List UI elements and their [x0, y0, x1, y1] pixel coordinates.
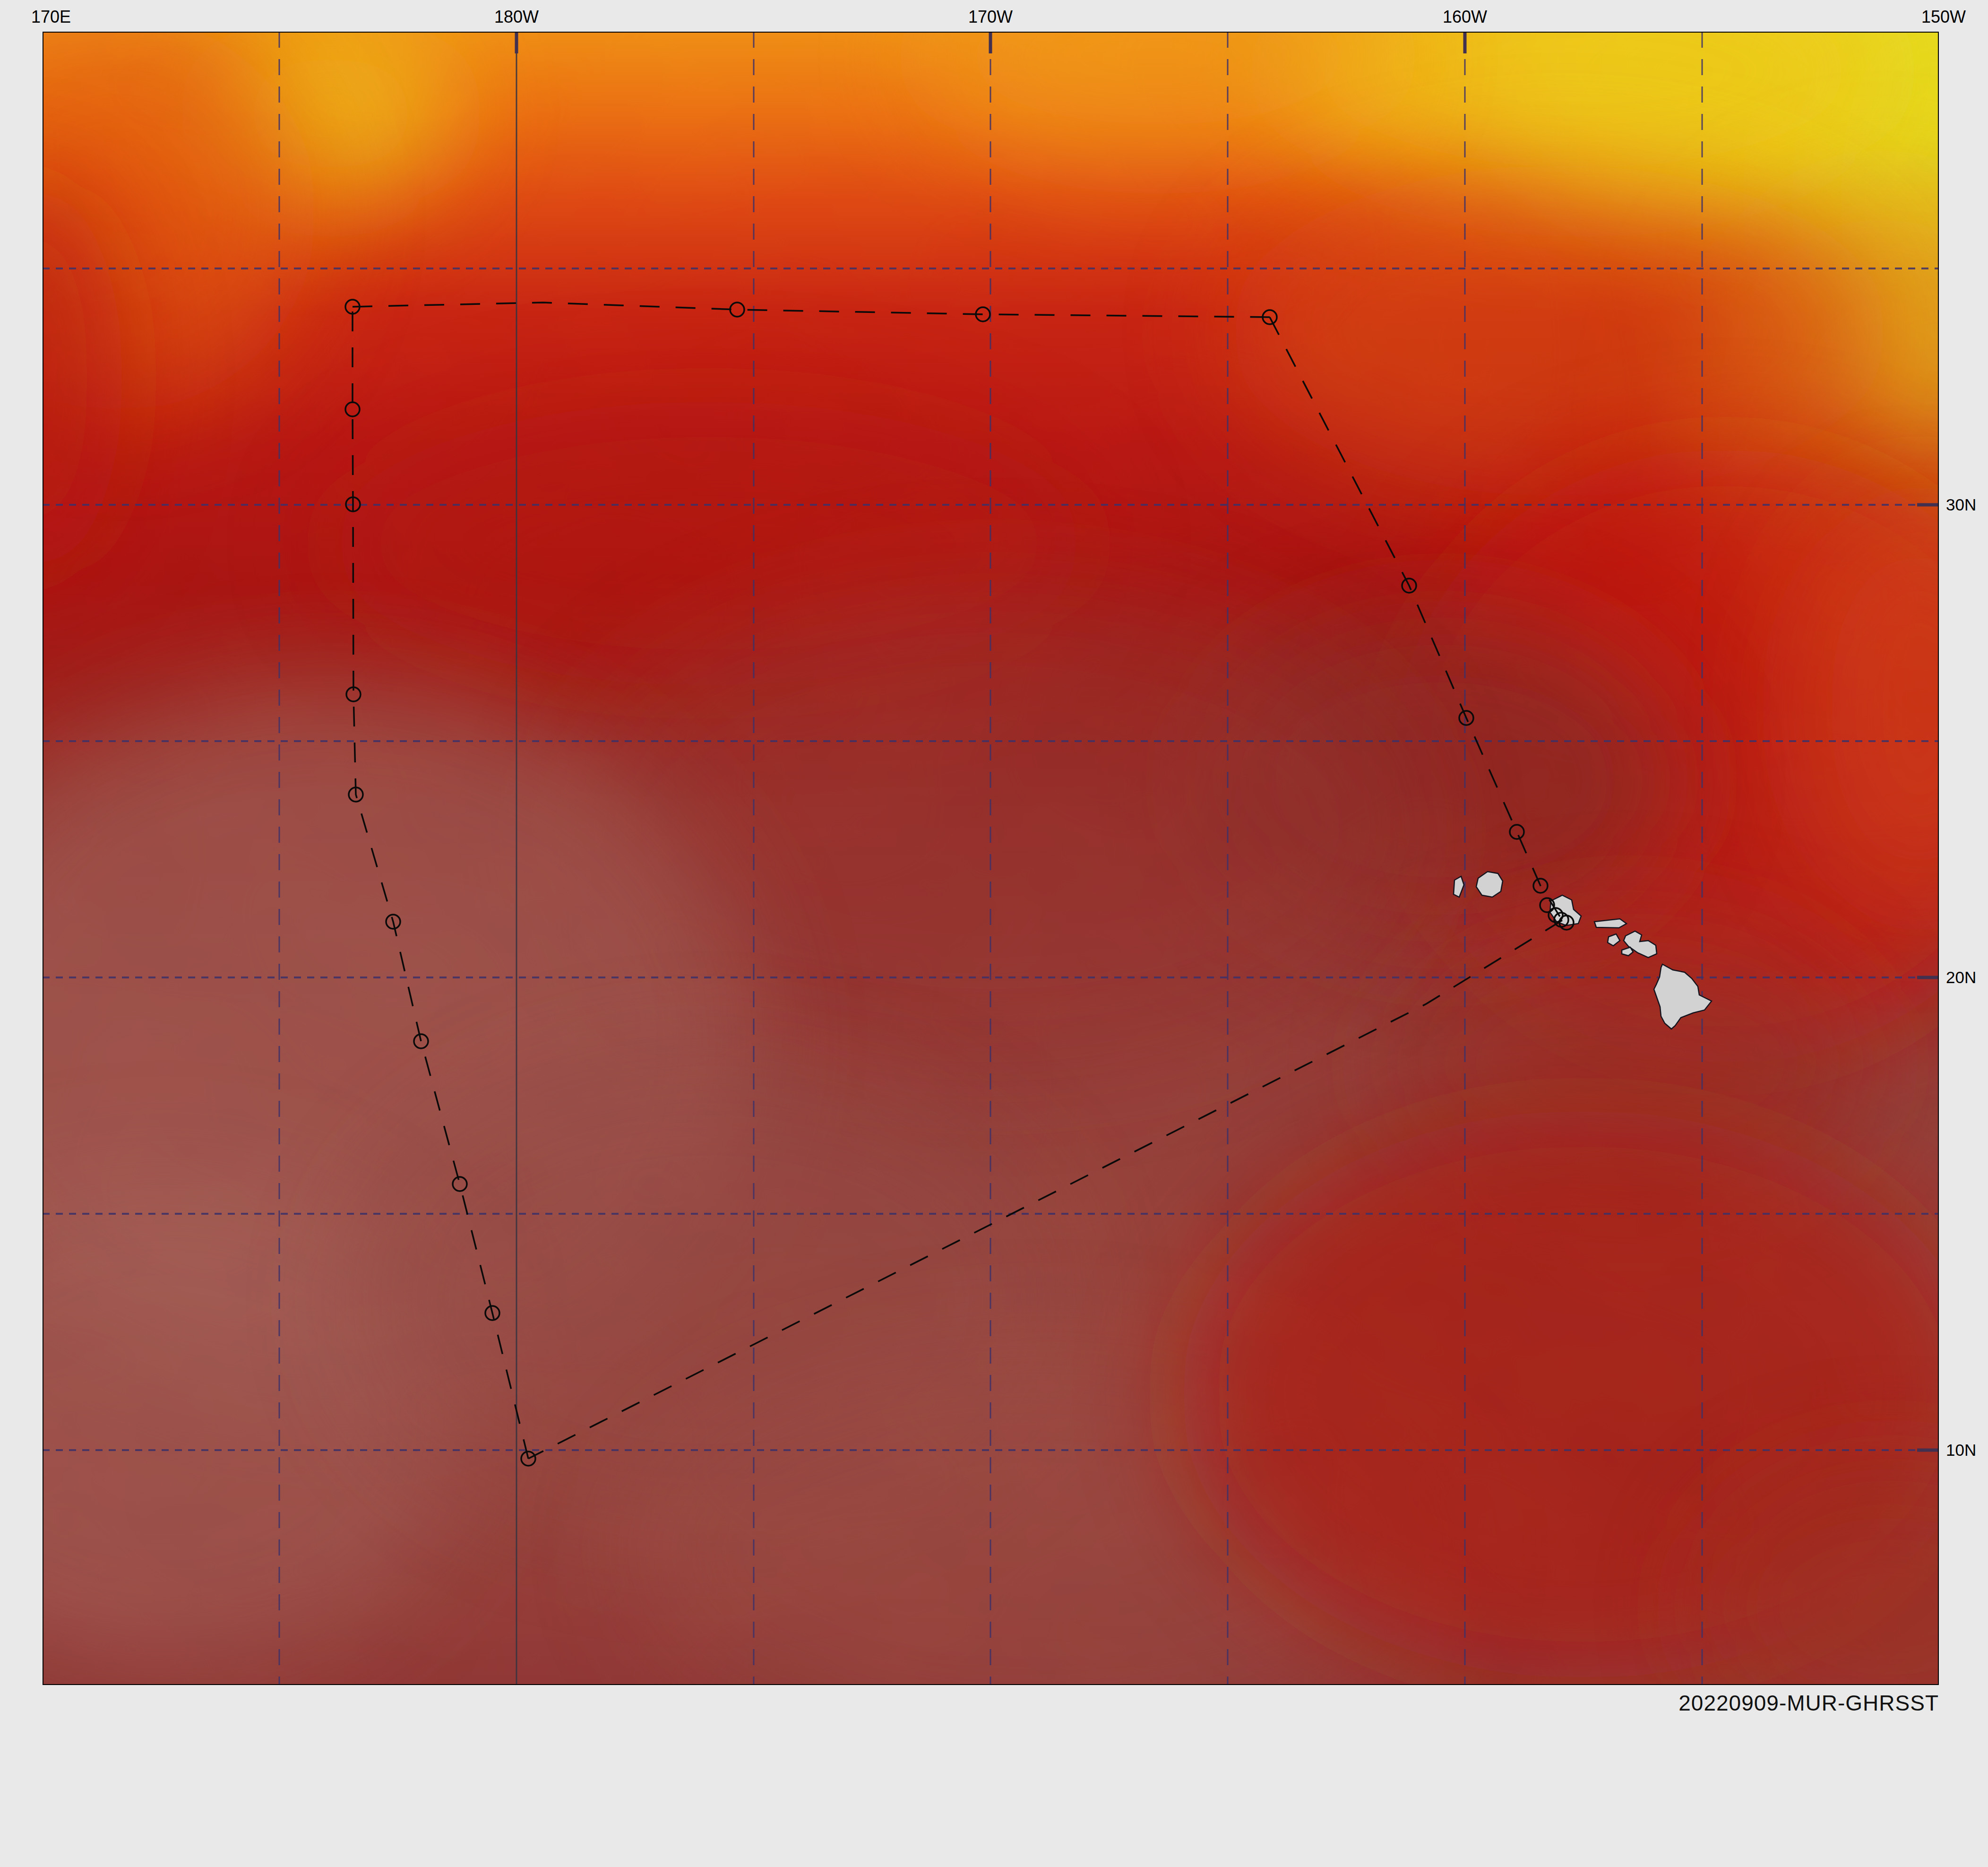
sst-map-page: 170E180W170W160W150W 30N20N10N 20220909-…	[0, 0, 1988, 1867]
lon-label-150W: 150W	[1921, 5, 1966, 29]
map-panel: 170E180W170W160W150W 30N20N10N	[43, 32, 1939, 1685]
lon-label-170W: 170W	[968, 5, 1013, 29]
colorbar-block: SST (degC) 05101520253035	[0, 1730, 1988, 1867]
lon-label-160W: 160W	[1443, 5, 1487, 29]
sst-map-plot	[43, 32, 1939, 1685]
lon-label-180W: 180W	[494, 5, 539, 29]
lat-label-10N: 10N	[1946, 1439, 1988, 1461]
lon-label-170E: 170E	[31, 5, 71, 29]
dataset-attribution: 20220909-MUR-GHRSST	[1678, 1690, 1939, 1716]
lat-label-30N: 30N	[1946, 493, 1988, 516]
sst-field	[43, 32, 1939, 1685]
lat-label-20N: 20N	[1946, 966, 1988, 989]
